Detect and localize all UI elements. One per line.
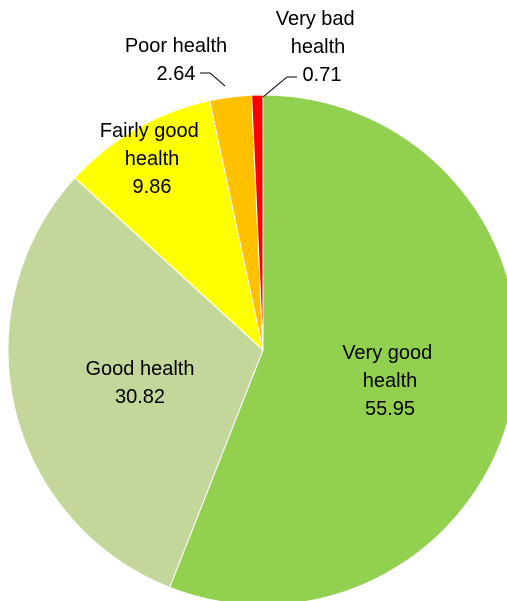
slice-value: 55.95 <box>365 398 415 420</box>
slice-label: Poor health <box>125 35 227 57</box>
slice-value: 2.64 <box>157 63 196 85</box>
pie-slice <box>74 100 264 352</box>
slice-label: Very good health <box>342 342 438 392</box>
pie-slice <box>169 94 507 601</box>
leader-line <box>262 76 297 98</box>
slice-label: Good health <box>86 358 195 380</box>
slice-value: 30.82 <box>115 386 165 408</box>
pie-slice <box>251 94 264 351</box>
slice-value: 9.86 <box>133 176 172 198</box>
pie-slice <box>7 177 264 588</box>
slice-label: Fairly good health <box>100 120 205 170</box>
leader-line <box>200 72 226 87</box>
slice-value: 0.71 <box>303 64 342 86</box>
slice-label: Very bad health <box>276 8 361 58</box>
